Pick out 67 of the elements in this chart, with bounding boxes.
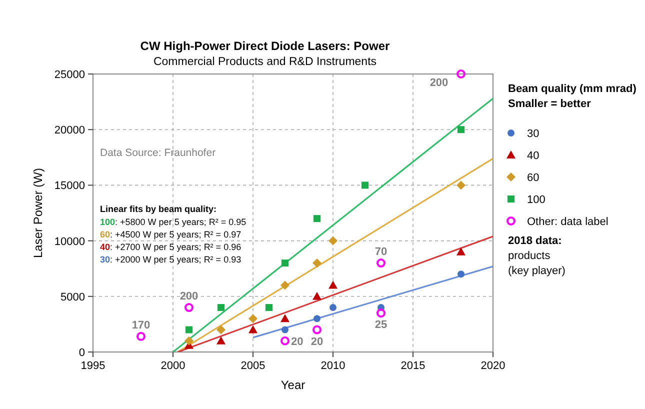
point [458,270,464,278]
point [186,326,192,334]
legend-title: Beam quality (mm mrad) Smaller = better [508,83,637,110]
legend-label: 30 [527,128,540,140]
annotation: 20 [291,336,304,348]
point [248,314,258,324]
point [218,304,224,312]
text: 2018 data: products (key player) [508,235,566,277]
chart-title: CW High-Power Direct Diode Lasers: Power [140,39,390,53]
x-tick-label: 1995 [80,360,106,372]
point [248,325,258,334]
point [458,126,464,134]
annotation: 170 [132,319,150,332]
point [456,247,466,256]
point [362,182,368,189]
point [216,325,226,334]
point [184,303,194,312]
chart-subtitle: Commercial Products and R&D Instruments [153,56,377,68]
point [328,280,338,289]
legend-label: 60 [527,172,540,184]
y-tick-label: 10000 [54,236,85,248]
annotation: 40: +2700 W per 5 years; R² = 0.96 [100,242,242,252]
annotation: 30: +2000 W per 5 years; R² = 0.93 [100,254,242,264]
annotation: 60: +4500 W per 5 years; R² = 0.97 [100,230,242,240]
point [280,280,290,290]
point [376,258,386,268]
annotation: Linear fits by beam quality: [100,204,217,214]
point [376,308,386,318]
legend-label: 40 [527,150,540,162]
point [314,215,320,222]
point [312,258,322,268]
annotation: Data Source: Fraunhofer [100,147,216,159]
point [184,336,194,346]
x-tick-label: 2015 [400,360,426,372]
y-axis-title: Laser Power (W) [31,168,45,258]
point [280,336,290,346]
x-tick-label: 2020 [480,360,506,372]
x-tick-label: 2005 [240,360,266,372]
y-tick-label: 20000 [54,124,85,137]
annotation: 100: +5800 W per 5 years; R² = 0.95 [100,217,246,227]
point [328,236,338,246]
y-tick-label: 5000 [60,291,85,304]
point [312,292,322,300]
point [136,332,146,341]
point [216,336,226,344]
point [330,304,336,312]
x-tick-label: 2000 [160,360,186,372]
annotation: 200 [430,77,448,89]
y-tick-label: 0 [78,347,85,359]
annotation: 70 [374,246,388,258]
point [282,326,288,334]
annotation: 200 [180,290,198,303]
annotation: 25 [374,319,388,332]
y-tick-label: 15000 [54,180,85,192]
point [456,70,466,78]
annotation: 20 [310,336,324,348]
point [266,304,272,312]
x-axis-title: Year [280,378,306,392]
point [456,180,466,190]
point [312,325,322,334]
y-tick-label: 25000 [54,69,85,81]
point [282,260,288,267]
legend-label: Other: data label [527,216,608,228]
x-tick-label: 2010 [320,360,346,372]
legend-label: 100 [527,194,546,206]
point [280,314,290,322]
point [314,315,320,322]
